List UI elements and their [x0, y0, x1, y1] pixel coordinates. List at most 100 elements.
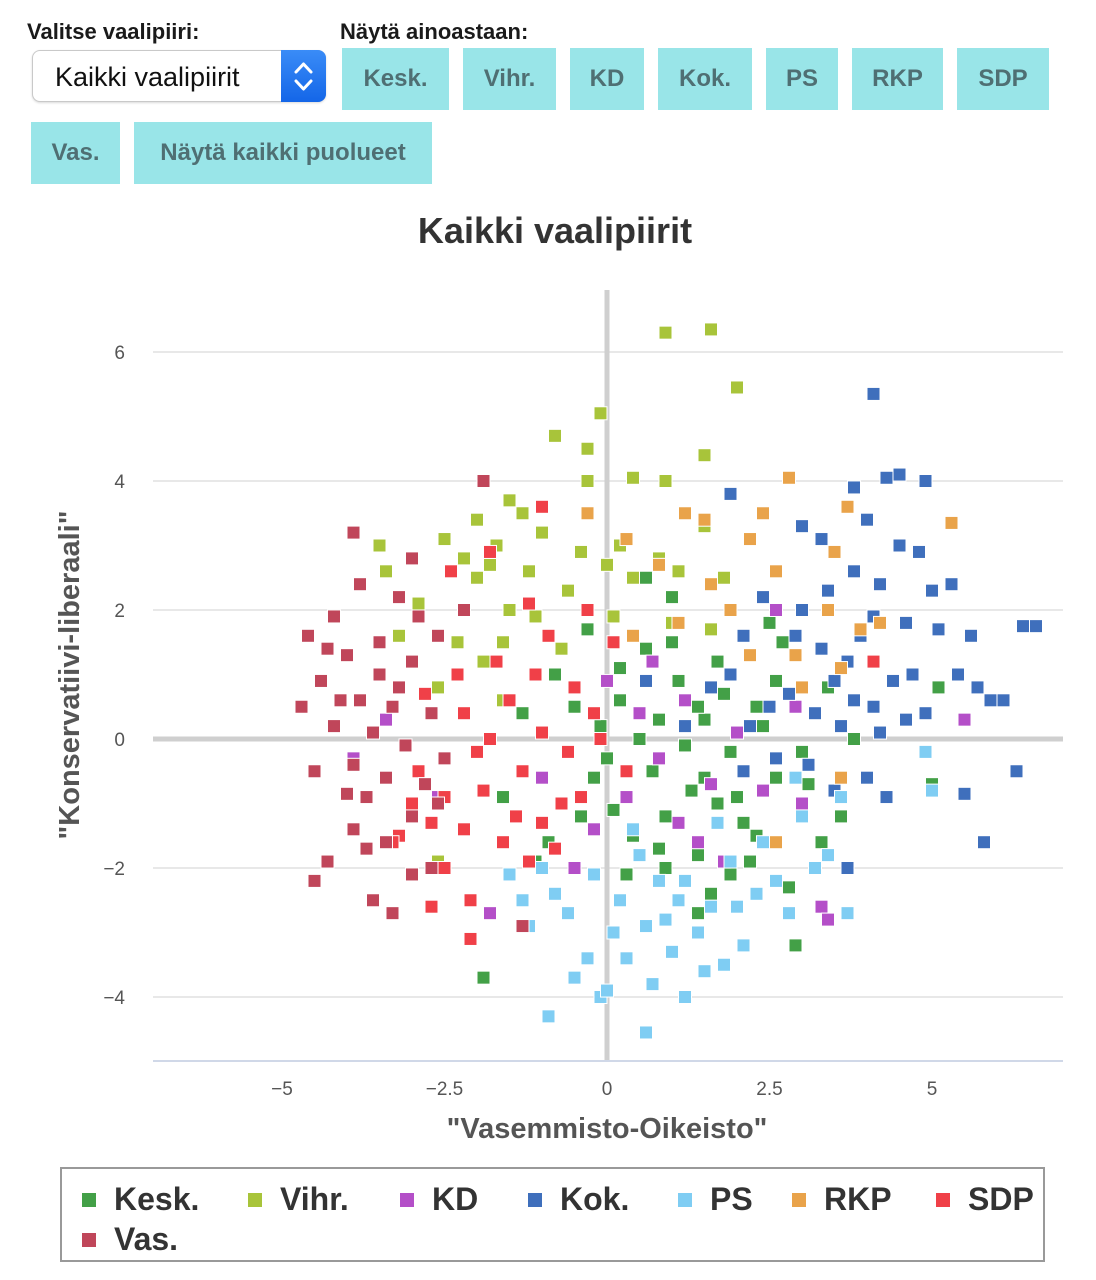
data-point [782, 470, 796, 485]
data-point [476, 474, 491, 488]
legend-item[interactable]: Vas. [82, 1221, 178, 1258]
legend-item[interactable]: RKP [792, 1181, 892, 1218]
data-point [392, 628, 406, 643]
data-point [866, 699, 881, 714]
data-point [639, 641, 653, 656]
data-point [593, 732, 608, 746]
data-point [834, 719, 848, 734]
data-point [561, 583, 575, 598]
data-point [522, 564, 536, 579]
data-point [626, 822, 640, 837]
show-all-parties-button[interactable]: Näytä kaikki puolueet [134, 122, 432, 184]
data-point [795, 680, 809, 695]
filter-button-vas[interactable]: Vas. [31, 122, 120, 184]
data-point [561, 906, 575, 921]
data-point [580, 441, 595, 456]
select-spinner-icon[interactable] [281, 50, 326, 102]
data-point [710, 654, 725, 669]
data-point [619, 951, 634, 966]
legend-swatch [400, 1192, 414, 1207]
x-tick-label: 5 [927, 1079, 938, 1100]
filter-button-kok[interactable]: Kok. [658, 48, 752, 110]
data-point [522, 596, 536, 611]
legend-label: Kesk. [114, 1181, 200, 1217]
data-point [372, 538, 387, 553]
data-point [918, 706, 933, 721]
legend-item[interactable]: Vihr. [248, 1181, 349, 1218]
data-point [405, 809, 419, 824]
data-point [723, 603, 738, 617]
data-point [808, 706, 822, 721]
district-select[interactable]: Kaikki vaalipiirit [32, 50, 326, 102]
data-point [353, 693, 367, 708]
data-point [821, 912, 835, 927]
data-point [769, 835, 783, 850]
data-point [905, 667, 920, 682]
data-point [424, 899, 439, 914]
data-point [892, 538, 907, 553]
data-point [502, 693, 517, 708]
filter-button-ps[interactable]: PS [766, 48, 838, 110]
data-point [912, 544, 926, 559]
data-point [639, 1025, 653, 1040]
x-tick-label: 2.5 [756, 1079, 782, 1100]
data-point [645, 977, 660, 992]
data-point [756, 590, 770, 605]
data-point [918, 474, 933, 488]
legend-item[interactable]: Kesk. [82, 1181, 199, 1218]
legend-item[interactable]: PS [678, 1181, 753, 1218]
legend-item[interactable]: Kok. [528, 1181, 629, 1218]
data-point [756, 506, 770, 521]
data-point [730, 380, 744, 395]
filter-button-vihr[interactable]: Vihr. [463, 48, 556, 110]
district-label: Valitse vaalipiiri: [27, 19, 200, 44]
data-point [658, 474, 673, 488]
data-point [944, 577, 959, 592]
filter-button-kesk[interactable]: Kesk. [342, 48, 449, 110]
data-point [762, 615, 777, 630]
data-point [840, 861, 855, 875]
data-point [704, 777, 718, 792]
data-point [561, 744, 575, 759]
data-point [496, 835, 510, 850]
data-point [431, 796, 445, 811]
legend-item[interactable]: SDP [936, 1181, 1034, 1218]
filter-button-sdp[interactable]: SDP [957, 48, 1049, 110]
data-point [632, 706, 647, 721]
data-point [834, 661, 848, 676]
data-point [372, 635, 387, 650]
data-point [437, 861, 452, 875]
data-point [749, 886, 764, 901]
filter-button-kd[interactable]: KD [570, 48, 644, 110]
data-point [600, 751, 614, 766]
legend-item[interactable]: KD [400, 1181, 478, 1218]
filter-button-rkp[interactable]: RKP [852, 48, 943, 110]
data-point [619, 532, 634, 547]
data-point [294, 699, 309, 714]
data-point [795, 519, 809, 534]
data-point [723, 854, 738, 869]
data-point [704, 886, 718, 901]
x-tick-label: 0 [602, 1079, 613, 1100]
data-point [314, 673, 328, 688]
data-point [580, 622, 595, 637]
data-point [489, 654, 504, 669]
data-point [879, 790, 894, 805]
data-point [801, 757, 816, 772]
data-point [457, 551, 471, 566]
data-point [535, 815, 549, 830]
data-point [736, 628, 751, 643]
data-point [808, 861, 822, 875]
data-point [879, 470, 894, 485]
data-point [723, 744, 738, 759]
data-point [873, 725, 887, 740]
data-point [392, 590, 406, 605]
data-point [613, 893, 627, 908]
data-point [515, 919, 530, 934]
data-point [463, 931, 478, 946]
data-point [587, 867, 601, 882]
data-point [782, 880, 796, 895]
data-point [320, 854, 335, 869]
data-point [476, 970, 491, 985]
data-point [554, 641, 569, 656]
